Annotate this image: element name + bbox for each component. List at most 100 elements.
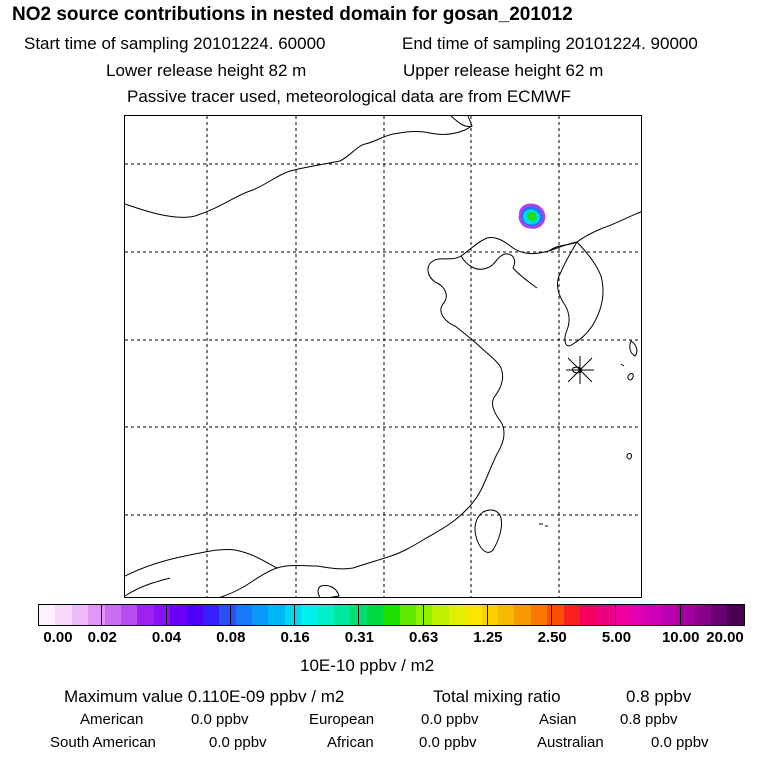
colorbar-segment bbox=[465, 605, 482, 625]
colorbar-divider bbox=[679, 604, 681, 626]
yunnan-border bbox=[125, 577, 171, 597]
colorbar-segment bbox=[727, 605, 744, 625]
colorbar-segment bbox=[530, 605, 548, 625]
contribution-plume bbox=[518, 203, 546, 229]
region-name-american: American bbox=[80, 711, 144, 728]
colorbar-divider bbox=[615, 604, 617, 626]
colorbar-segment bbox=[415, 605, 433, 625]
colorbar-units: 10E-10 ppbv / m2 bbox=[300, 656, 435, 675]
colorbar-tick-label: 1.25 bbox=[473, 629, 503, 646]
region-name-african: African bbox=[327, 734, 374, 751]
colorbar-tick-label: 0.04 bbox=[151, 629, 182, 646]
colorbar bbox=[38, 604, 745, 626]
colorbar-divider bbox=[101, 604, 103, 626]
colorbar-segment bbox=[268, 605, 285, 625]
colorbar-segment bbox=[301, 605, 318, 625]
map-panel bbox=[124, 115, 642, 598]
graticule bbox=[125, 116, 641, 597]
russia-china-border bbox=[450, 116, 473, 127]
colorbar-segment bbox=[235, 605, 253, 625]
colorbar-segment bbox=[137, 605, 154, 625]
colorbar-segment bbox=[514, 605, 531, 625]
lower-release-height: Lower release height 82 m bbox=[106, 61, 307, 80]
region-value-south-american: 0.0 ppbv bbox=[209, 734, 267, 751]
colorbar-segment bbox=[497, 605, 515, 625]
hainan bbox=[317, 585, 340, 597]
korea-peninsula bbox=[556, 241, 604, 347]
colorbar-tick-label: 0.31 bbox=[344, 629, 374, 646]
colorbar-segment bbox=[448, 605, 466, 625]
colorbar-segment bbox=[88, 605, 105, 625]
colorbar-segment bbox=[252, 605, 269, 625]
colorbar-segment bbox=[383, 605, 400, 625]
region-value-european: 0.0 ppbv bbox=[421, 711, 479, 728]
colorbar-segment bbox=[219, 605, 236, 625]
colorbar-tick-label: 2.50 bbox=[537, 629, 567, 646]
japan-island-2 bbox=[626, 453, 632, 460]
colorbar-segment bbox=[645, 605, 662, 625]
colorbar-segment bbox=[71, 605, 89, 625]
colorbar-segment bbox=[153, 605, 171, 625]
colorbar-segment bbox=[481, 605, 498, 625]
colorbar-segment bbox=[170, 605, 187, 625]
colorbar-segment bbox=[39, 605, 56, 625]
colorbar-segment bbox=[120, 605, 138, 625]
manchuria-border bbox=[548, 211, 641, 252]
start-time: Start time of sampling 20101224. 60000 bbox=[24, 34, 326, 53]
colorbar-tick-label: 0.63 bbox=[409, 629, 439, 646]
colorbar-segment bbox=[678, 605, 695, 625]
china-coast bbox=[219, 237, 550, 597]
maximum-value: Maximum value 0.110E-09 ppbv / m2 bbox=[64, 687, 345, 706]
region-name-south-american: South American bbox=[50, 734, 156, 751]
colorbar-segment bbox=[563, 605, 580, 625]
colorbar-segment bbox=[661, 605, 679, 625]
colorbar-divider bbox=[229, 604, 231, 626]
japan-island-1 bbox=[627, 373, 634, 381]
colorbar-segment bbox=[694, 605, 712, 625]
southeast-asia-border bbox=[125, 549, 278, 577]
tracer-note: Passive tracer used, meteorological data… bbox=[127, 87, 572, 106]
colorbar-segment bbox=[284, 605, 302, 625]
colorbar-segment bbox=[547, 605, 564, 625]
colorbar-divider bbox=[358, 604, 360, 626]
colorbar-segment bbox=[579, 605, 597, 625]
colorbar-segment bbox=[202, 605, 220, 625]
colorbar-tick-label: 10.00 bbox=[661, 629, 700, 646]
colorbar-divider bbox=[294, 604, 296, 626]
small-islands bbox=[539, 363, 625, 527]
upper-release-height: Upper release height 62 m bbox=[403, 61, 604, 80]
colorbar-divider bbox=[486, 604, 488, 626]
taiwan bbox=[474, 509, 502, 553]
japan-kyushu bbox=[629, 340, 638, 357]
colorbar-segment bbox=[334, 605, 351, 625]
region-value-african: 0.0 ppbv bbox=[419, 734, 477, 751]
mongolia-border bbox=[125, 116, 473, 218]
region-name-asian: Asian bbox=[539, 711, 577, 728]
colorbar-tick-label: 0.16 bbox=[280, 629, 310, 646]
total-mixing-ratio-label: Total mixing ratio bbox=[433, 687, 561, 706]
colorbar-segment bbox=[629, 605, 646, 625]
colorbar-segment bbox=[55, 605, 72, 625]
colorbar-tick-label: 0.08 bbox=[216, 629, 246, 646]
colorbar-divider bbox=[551, 604, 553, 626]
korea-border bbox=[548, 241, 578, 252]
colorbar-segment bbox=[186, 605, 203, 625]
region-value-australian: 0.0 ppbv bbox=[651, 734, 709, 751]
colorbar-segment bbox=[612, 605, 630, 625]
colorbar-tick-label: 5.00 bbox=[601, 629, 632, 646]
colorbar-segment bbox=[711, 605, 728, 625]
colorbar-segment bbox=[366, 605, 384, 625]
page-title: NO2 source contributions in nested domai… bbox=[12, 4, 573, 25]
colorbar-divider bbox=[165, 604, 167, 626]
colorbar-tick-label: 0.00 bbox=[43, 629, 73, 646]
colorbar-divider bbox=[422, 604, 424, 626]
region-name-australian: Australian bbox=[537, 734, 604, 751]
receptor-site-marker bbox=[566, 356, 594, 384]
colorbar-segment bbox=[596, 605, 613, 625]
colorbar-segment bbox=[432, 605, 449, 625]
map-canvas bbox=[125, 116, 641, 597]
colorbar-tick-label: 20.00 bbox=[706, 629, 744, 646]
colorbar-segment bbox=[104, 605, 121, 625]
coastlines bbox=[125, 116, 641, 597]
region-value-asian: 0.8 ppbv bbox=[620, 711, 678, 728]
